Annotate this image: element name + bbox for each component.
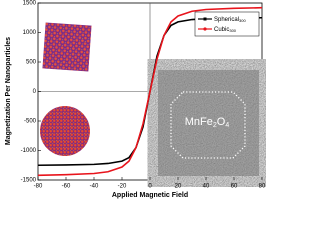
annotation-part: O	[217, 116, 226, 128]
y-tick-label: 1000	[23, 30, 37, 36]
sphere-inset	[40, 106, 90, 156]
page: MnFe2O4 Applied Magnetic Field Magnetiza…	[4, 0, 266, 199]
particle-outline	[170, 91, 246, 159]
y-tick-label: -1500	[21, 178, 37, 184]
y-tick-label: 1500	[23, 1, 37, 7]
y-axis-label: Magnetization Per Nanoparticles	[5, 37, 12, 145]
x-tick-label: 40	[203, 184, 210, 190]
x-tick-label: 20	[175, 184, 182, 190]
legend-name: Spherical	[214, 17, 239, 23]
x-tick-label: 80	[259, 184, 266, 190]
legend-marker	[203, 27, 207, 31]
legend-marker	[203, 17, 207, 21]
legend-box	[194, 11, 260, 37]
x-axis-label: Applied Magnetic Field	[112, 192, 188, 199]
cubic-inset	[42, 22, 92, 72]
legend-name: Cubic	[214, 27, 229, 33]
y-tick-label: 500	[26, 60, 37, 66]
annotation-sub: 2	[213, 122, 217, 129]
tem-inset: MnFe2O4	[158, 70, 259, 176]
legend-sub: 300	[229, 28, 236, 33]
y-tick-label: 0	[33, 89, 37, 95]
annotation-part: MnFe	[185, 116, 213, 128]
x-tick-label: -40	[90, 184, 99, 190]
legend-sub: 300	[239, 18, 246, 23]
chart: MnFe2O4 Applied Magnetic Field Magnetiza…	[5, 1, 266, 199]
series-line	[37, 6, 263, 177]
y-tick-label: -1000	[21, 148, 37, 154]
x-tick-label: 0	[148, 184, 152, 190]
annotation-sub: 4	[225, 122, 229, 129]
x-tick-label: -80	[34, 184, 43, 190]
x-tick-label: -60	[62, 184, 71, 190]
annotation: MnFe2O4	[185, 116, 230, 129]
legend-label: Cubic300	[214, 27, 237, 33]
x-tick-label: 60	[231, 184, 238, 190]
y-tick-label: -500	[24, 119, 37, 125]
legend-label: Spherical300	[214, 17, 246, 23]
x-tick-label: -20	[118, 184, 127, 190]
